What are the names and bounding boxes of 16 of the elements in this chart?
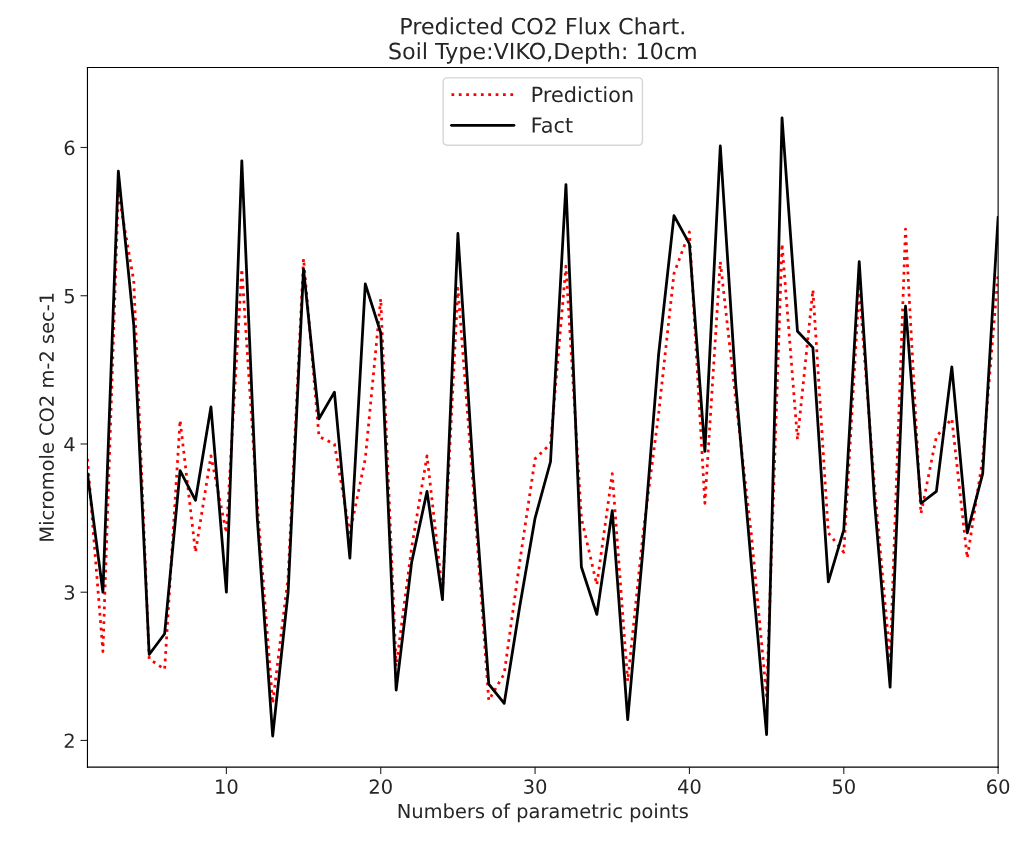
y-tick-label: 6 [64,140,75,156]
chart-title: Predicted CO2 Flux Chart. Soil Type:VIKO,Depth: 10cm [389,17,696,64]
x-tick-label: 60 [987,779,1010,794]
x-tick-label: 10 [216,779,238,794]
y-tick-label: 2 [64,733,74,748]
y-tick-label: 5 [64,288,74,304]
y-axis-title: Micromole CO2 m-2 sec-1 [38,293,54,541]
legend-label: Fact [532,117,573,133]
x-tick-label: 20 [369,779,392,794]
y-tick-label: 3 [64,585,75,600]
legend-label: Prediction [532,86,633,103]
y-tick-label: 4 [64,437,75,452]
x-tick-label: 50 [832,779,855,794]
x-axis-title: Numbers of parametric points [398,803,688,823]
x-tick-label: 30 [524,779,547,794]
x-tick-label: 40 [678,779,701,794]
